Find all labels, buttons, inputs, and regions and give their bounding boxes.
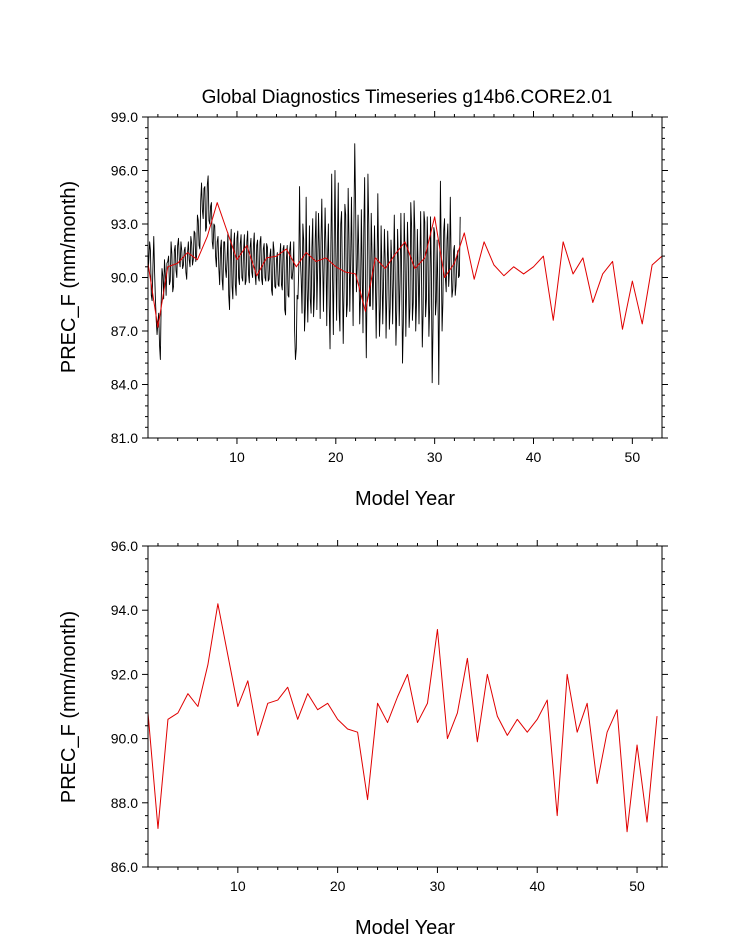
- x-axis-title: Model Year: [355, 488, 455, 510]
- y-tick-label: 90.0: [111, 270, 138, 286]
- x-tick-label: 30: [430, 878, 446, 894]
- x-tick-label: 40: [529, 878, 545, 894]
- y-tick-label: 88.0: [111, 795, 138, 811]
- bottom-panel: 86.0 88.0 90.0 92.0 94.0 96.0 10 20 30 40 50 Model…: [58, 538, 668, 939]
- y-tick-label: 92.0: [111, 666, 138, 682]
- x-tick-label: 40: [526, 449, 542, 465]
- y-tick-label: 84.0: [111, 377, 138, 393]
- series-line-annual-mean: [147, 603, 658, 833]
- y-tick-label: 81.0: [111, 430, 138, 446]
- bottom-plot-frame: [147, 545, 663, 868]
- y-axis-title: PREC_F (mm/month): [58, 611, 80, 803]
- x-tick-label: 20: [330, 878, 346, 894]
- y-tick-label: 90.0: [111, 731, 138, 747]
- series-line-monthly: [147, 143, 461, 385]
- bottom-panel-marks: [147, 603, 658, 833]
- x-tick-label: 30: [427, 449, 443, 465]
- bottom-panel-ticks: 86.0 88.0 90.0 92.0 94.0 96.0 10 20 30 40 50: [111, 538, 668, 894]
- series-line-annual-mean: [147, 202, 663, 330]
- x-tick-label: 10: [229, 449, 245, 465]
- y-tick-label: 94.0: [111, 602, 138, 618]
- x-tick-label: 50: [625, 449, 641, 465]
- x-tick-label: 50: [629, 878, 645, 894]
- y-axis-title: PREC_F (mm/month): [58, 181, 80, 373]
- y-tick-label: 99.0: [111, 109, 138, 125]
- y-tick-label: 93.0: [111, 216, 138, 232]
- x-tick-label: 20: [328, 449, 344, 465]
- y-tick-label: 96.0: [111, 163, 138, 179]
- x-axis-title: Model Year: [355, 917, 455, 939]
- top-panel-ticks: 81.0 84.0 87.0 90.0 93.0 96.0 99.0 10 20 30 40 50: [111, 109, 668, 465]
- y-tick-label: 86.0: [111, 859, 138, 875]
- y-tick-label: 96.0: [111, 538, 138, 554]
- plot-title: Global Diagnostics Timeseries g14b6.CORE…: [202, 87, 613, 108]
- top-panel: Global Diagnostics Timeseries g14b6.CORE…: [58, 87, 668, 510]
- y-tick-label: 87.0: [111, 323, 138, 339]
- top-panel-marks: [147, 143, 663, 385]
- x-tick-label: 10: [230, 878, 246, 894]
